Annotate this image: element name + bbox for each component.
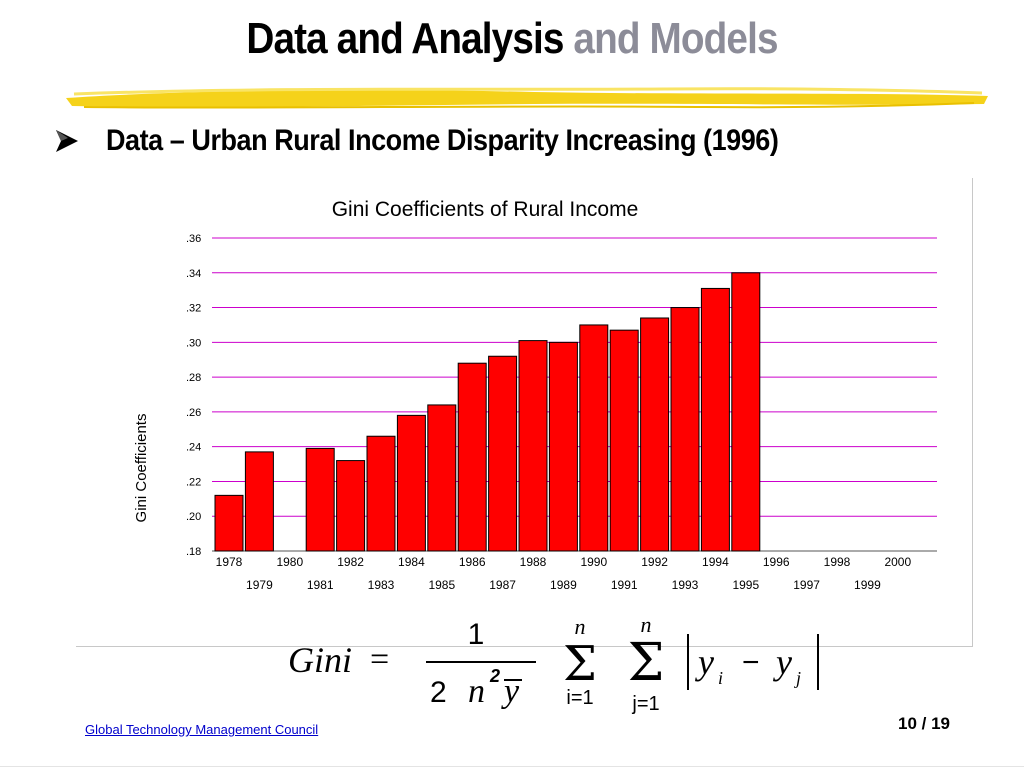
sum2-sigma-icon: Σ — [628, 633, 665, 693]
term-yi: y — [695, 642, 714, 682]
bar — [427, 404, 457, 552]
bar — [214, 494, 244, 552]
y-tick-label: .36 — [186, 233, 201, 245]
bar-chart: Gini Coefficients of Rural Income Gini C… — [133, 198, 937, 592]
formula-lhs: Gini — [288, 640, 352, 680]
formula-minus: − — [742, 646, 760, 679]
y-tick-label: .20 — [186, 511, 201, 523]
y-tick-label: .26 — [186, 407, 201, 419]
y-tick-label: .24 — [186, 442, 201, 454]
y-tick-label: .30 — [186, 337, 201, 349]
x-tick-label: 1982 — [337, 555, 364, 569]
sum2-upper: n — [641, 612, 652, 637]
bar — [244, 451, 274, 552]
x-tick-label: 1996 — [763, 555, 790, 569]
x-tick-label: 1988 — [520, 555, 547, 569]
x-tick-label: 1984 — [398, 555, 425, 569]
x-tick-label: 1978 — [216, 555, 243, 569]
x-tick-label: 1979 — [246, 578, 273, 592]
x-tick-label: 1997 — [793, 578, 820, 592]
y-tick-label: .34 — [186, 268, 201, 280]
bar — [609, 329, 639, 552]
x-tick-label: 1998 — [824, 555, 851, 569]
y-tick-label: .22 — [186, 476, 201, 488]
y-tick-label: .32 — [186, 303, 201, 315]
x-tick-label: 1985 — [428, 578, 455, 592]
sum1-upper: n — [575, 614, 586, 639]
bar — [670, 307, 700, 552]
formula-denominator-const: 2 — [430, 676, 447, 709]
formula-numerator: 1 — [468, 618, 485, 651]
term-yj-sub: j — [794, 668, 801, 688]
bar — [731, 272, 761, 552]
gini-formula: Gini = 1 2 n 2 y n Σ i=1 n Σ j=1 y i − y… — [288, 612, 819, 715]
slide-title: Data and Analysis and Models — [61, 14, 962, 64]
y-tick-label: .28 — [186, 372, 201, 384]
x-tick-label: 2000 — [884, 555, 911, 569]
sum2-lower: j=1 — [631, 693, 659, 715]
x-tick-label: 1994 — [702, 555, 729, 569]
bullet-item: Data – Urban Rural Income Disparity Incr… — [54, 124, 854, 164]
bullet-text: Data – Urban Rural Income Disparity Incr… — [106, 124, 779, 157]
formula-denominator-ybar: y — [501, 673, 520, 710]
formula-equals: = — [370, 641, 389, 678]
formula-denominator-exp: 2 — [489, 666, 500, 686]
x-tick-label: 1980 — [276, 555, 303, 569]
slide-title-accent: and Models — [573, 14, 778, 63]
term-yi-sub: i — [718, 668, 723, 688]
bar — [640, 317, 670, 552]
x-tick-label: 1987 — [489, 578, 516, 592]
bar — [457, 362, 487, 552]
x-tick-label: 1983 — [368, 578, 395, 592]
y-tick-label: .18 — [186, 546, 201, 558]
sum1-sigma-icon: Σ — [563, 636, 597, 692]
chart-title: Gini Coefficients of Rural Income — [332, 198, 639, 221]
bar — [548, 341, 578, 552]
x-tick-label: 1995 — [732, 578, 759, 592]
x-tick-label: 1991 — [611, 578, 638, 592]
bar — [579, 324, 609, 552]
x-tick-label: 1992 — [641, 555, 668, 569]
x-tick-label: 1993 — [672, 578, 699, 592]
slide-title-main: Data and Analysis — [246, 14, 564, 63]
x-tick-label: 1990 — [580, 555, 607, 569]
footer-council-link[interactable]: Global Technology Management Council — [85, 722, 319, 737]
y-axis-label: Gini Coefficients — [133, 414, 150, 523]
x-tick-label: 1986 — [459, 555, 486, 569]
bar — [488, 355, 518, 552]
chart-panel: Gini Coefficients of Rural Income Gini C… — [76, 178, 973, 647]
bar — [396, 414, 426, 552]
formula-denominator-n: n — [468, 673, 485, 710]
bar — [700, 287, 730, 552]
sum1-lower: i=1 — [566, 687, 593, 709]
page-number: 10 / 19 — [898, 714, 950, 733]
term-yj: y — [773, 642, 792, 682]
x-tick-label: 1999 — [854, 578, 881, 592]
bar — [336, 460, 366, 552]
bar — [366, 435, 396, 552]
bar — [305, 447, 335, 552]
arrowhead-bullet-icon — [56, 130, 78, 152]
x-tick-label: 1989 — [550, 578, 577, 592]
bottom-divider — [0, 766, 1024, 767]
bar — [518, 340, 548, 552]
highlighter-stroke-decoration — [66, 87, 988, 109]
x-tick-label: 1981 — [307, 578, 334, 592]
